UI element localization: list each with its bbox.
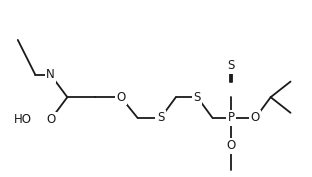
Text: O: O — [251, 112, 260, 124]
Text: O: O — [226, 139, 236, 152]
Text: O: O — [116, 91, 125, 104]
Text: P: P — [227, 112, 234, 124]
Text: O: O — [46, 113, 55, 126]
Text: HO: HO — [14, 113, 32, 126]
Text: S: S — [157, 112, 164, 124]
Text: S: S — [193, 91, 201, 104]
Text: S: S — [227, 59, 235, 72]
Text: N: N — [46, 68, 55, 81]
